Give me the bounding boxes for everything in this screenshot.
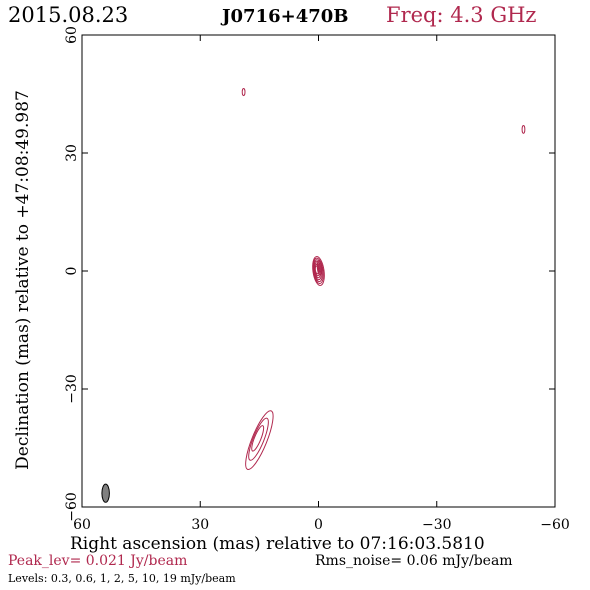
y-tick-label: 30 — [64, 144, 80, 162]
contour-levels: Levels: 0.3, 0.6, 1, 2, 5, 10, 19 mJy/be… — [8, 572, 236, 585]
contour-line — [521, 124, 526, 134]
contour-line — [316, 260, 323, 276]
contour-line — [318, 262, 322, 273]
frequency-label: Freq: 4.3 GHz — [386, 2, 536, 28]
x-axis-label: Right ascension (mas) relative to 07:16:… — [70, 534, 485, 554]
frequency-value: 4.3 GHz — [450, 3, 537, 27]
x-tick-label: 60 — [73, 517, 91, 533]
y-tick-label: −30 — [64, 374, 80, 404]
x-tick-label: 0 — [314, 517, 323, 533]
source-name: J0716+470B — [222, 6, 349, 27]
x-tick-label: 30 — [191, 517, 209, 533]
frequency-prefix: Freq: — [386, 3, 444, 27]
contour-line — [248, 417, 269, 461]
y-tick-label: 0 — [64, 267, 80, 276]
contour-line — [314, 265, 319, 275]
beam-ellipse — [101, 483, 110, 503]
rms-noise: Rms_noise= 0.06 mJy/beam — [315, 553, 513, 569]
x-tick-label: −60 — [540, 517, 570, 533]
contour-line — [251, 425, 265, 452]
y-tick-label: −60 — [64, 492, 80, 522]
peak-level: Peak_lev= 0.021 Jy/beam — [8, 553, 188, 569]
y-axis-label: Declination (mas) relative to +47:08:49.… — [13, 90, 33, 470]
x-tick-label: −30 — [422, 517, 452, 533]
y-tick-label: 60 — [64, 26, 80, 44]
contour-line — [245, 410, 274, 471]
contour-line — [241, 87, 246, 97]
observation-date: 2015.08.23 — [8, 3, 129, 27]
